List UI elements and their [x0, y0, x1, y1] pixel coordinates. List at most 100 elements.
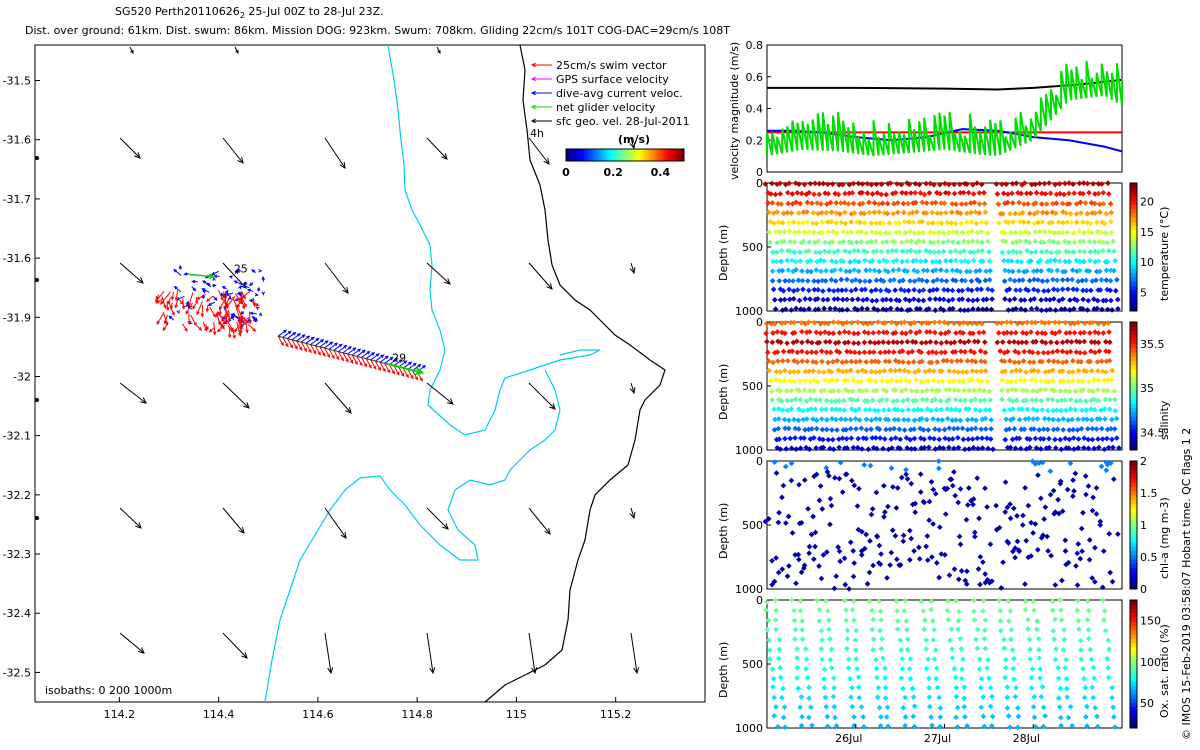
y-tick-label: 0.6	[746, 71, 764, 84]
dac-arrow	[207, 301, 216, 306]
data-point	[934, 276, 941, 283]
colorbar-swatch	[589, 149, 594, 161]
data-point	[772, 306, 779, 312]
data-point	[825, 359, 831, 366]
data-point	[1071, 305, 1077, 312]
data-point	[982, 209, 989, 216]
data-point	[1055, 239, 1061, 246]
data-point	[1092, 210, 1098, 217]
data-point	[826, 287, 833, 293]
colorbar-swatch	[657, 149, 661, 161]
data-point	[946, 368, 953, 374]
data-point	[987, 267, 994, 274]
swim-arrow	[239, 291, 250, 300]
swim-arrow-shaft	[402, 367, 409, 378]
data-point	[794, 359, 801, 366]
data-point	[1112, 257, 1118, 264]
data-point	[974, 229, 981, 236]
swim-arrow	[208, 327, 215, 333]
data-point	[1061, 238, 1068, 245]
data-point	[839, 306, 846, 313]
data-point	[1016, 199, 1022, 206]
data-point	[927, 296, 933, 303]
sfc-velocity-arrow-shaft	[119, 632, 145, 654]
data-point	[887, 277, 894, 284]
dac-arrow-head	[412, 362, 417, 367]
data-point	[823, 209, 830, 216]
data-point	[829, 436, 836, 443]
swim-arrow-shaft	[249, 311, 251, 324]
data-point	[911, 286, 917, 293]
data-point	[986, 258, 993, 264]
data-point	[1039, 219, 1046, 225]
swim-arrow	[250, 300, 260, 307]
data-point	[1000, 257, 1007, 264]
data-point	[899, 330, 905, 336]
data-point	[864, 306, 871, 312]
data-point	[858, 228, 864, 235]
dac-arrow-head	[375, 353, 380, 357]
data-point	[891, 200, 897, 207]
data-point	[1035, 277, 1041, 283]
data-point	[884, 210, 891, 217]
data-point	[901, 319, 908, 325]
data-point	[979, 435, 985, 442]
data-point	[848, 219, 854, 225]
dac-arrow-shaft	[328, 342, 338, 350]
swim-arrow-head	[289, 344, 294, 349]
legend-arrow	[530, 104, 552, 110]
sfc-velocity-arrow-shaft	[426, 262, 451, 285]
swim-arrow	[277, 335, 284, 347]
data-point	[868, 288, 875, 294]
data-point	[802, 296, 809, 302]
colorbar-swatch	[1130, 264, 1137, 269]
colorbar-swatch	[583, 149, 588, 161]
data-point	[815, 238, 821, 245]
data-point	[905, 417, 912, 423]
data-point	[865, 330, 872, 336]
dac-arrow-shaft	[296, 334, 306, 342]
data-point	[819, 277, 826, 284]
data-point	[1038, 268, 1044, 274]
colorbar-swatch	[1130, 465, 1137, 471]
swim-arrow-shaft	[247, 323, 256, 332]
data-point	[839, 296, 846, 303]
data-point	[966, 387, 972, 394]
data-point	[1002, 238, 1009, 245]
data-point	[821, 305, 827, 312]
data-point	[963, 268, 970, 275]
data-point	[957, 338, 964, 345]
y-tick-label: 0.8	[746, 39, 764, 52]
data-point	[873, 387, 880, 394]
data-point	[820, 444, 827, 451]
swim-arrow-shaft	[168, 301, 175, 316]
data-point	[1010, 219, 1017, 225]
data-point	[1094, 229, 1101, 235]
data-point	[969, 320, 975, 327]
swim-arrow	[231, 327, 236, 340]
swim-arrow	[227, 327, 232, 339]
data-point	[1073, 210, 1080, 217]
data-point	[778, 247, 785, 254]
data-point	[795, 219, 802, 226]
data-point	[765, 200, 771, 206]
colorbar-swatch	[1130, 195, 1137, 201]
data-point	[1016, 268, 1022, 274]
data-point	[1007, 276, 1013, 283]
data-point	[958, 357, 964, 364]
data-point	[1084, 180, 1091, 187]
swim-arrow-shaft	[240, 315, 249, 324]
swim-arrow	[224, 304, 228, 320]
data-point	[798, 348, 805, 355]
swim-arrow	[324, 347, 331, 359]
data-point	[873, 220, 880, 227]
data-point	[806, 239, 813, 245]
data-point	[811, 435, 817, 441]
y-tick-label: 0	[756, 455, 763, 468]
colorbar-swatch	[1130, 710, 1137, 716]
depth-ylabel: Depth (m)	[717, 225, 730, 281]
dac-arrow	[261, 275, 266, 282]
swim-arrow	[291, 339, 298, 350]
data-point	[844, 296, 850, 303]
data-point	[883, 191, 890, 198]
